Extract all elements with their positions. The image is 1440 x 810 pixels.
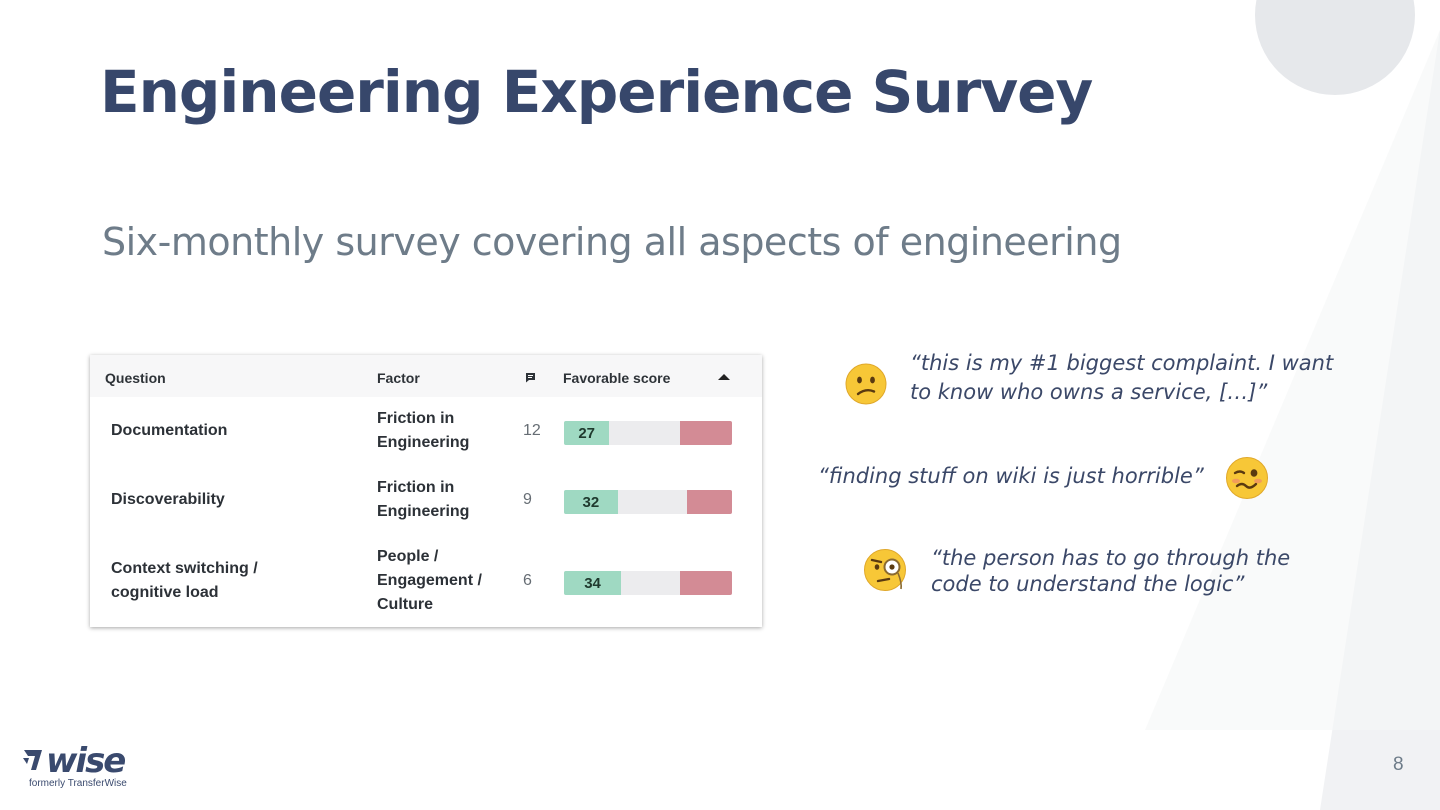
favorable-segment: 32 bbox=[564, 490, 618, 514]
woozy-face-icon bbox=[1226, 457, 1268, 499]
unfavorable-segment bbox=[679, 421, 732, 445]
score-bar[interactable]: 27 bbox=[564, 421, 732, 445]
table-row[interactable]: Discoverability Friction in Engineering … bbox=[90, 465, 762, 535]
sort-ascending-icon[interactable] bbox=[718, 374, 730, 380]
wise-flag-icon bbox=[23, 750, 42, 770]
column-header-factor[interactable]: Factor bbox=[377, 370, 420, 386]
face-with-monocle-icon bbox=[864, 549, 906, 591]
row-comment-count: 9 bbox=[523, 491, 532, 508]
unfavorable-segment bbox=[679, 571, 732, 595]
table-row[interactable]: Documentation Friction in Engineering 12… bbox=[90, 397, 762, 465]
row-comment-count: 6 bbox=[523, 572, 532, 589]
column-header-question[interactable]: Question bbox=[105, 370, 166, 386]
favorable-segment: 27 bbox=[564, 421, 610, 445]
row-factor: People / Engagement / Culture bbox=[377, 548, 482, 613]
row-question: Documentation bbox=[111, 422, 228, 439]
quote-wiki: “finding stuff on wiki is just horrible” bbox=[818, 464, 1204, 488]
column-header-favorable-score[interactable]: Favorable score bbox=[563, 370, 671, 386]
unfavorable-segment bbox=[686, 490, 732, 514]
row-question: Discoverability bbox=[111, 491, 225, 508]
row-factor: Friction in Engineering bbox=[377, 479, 470, 520]
page-number: 8 bbox=[1393, 754, 1404, 775]
confused-face-icon bbox=[845, 363, 887, 405]
score-bar[interactable]: 34 bbox=[564, 571, 732, 595]
logo-tagline: formerly TransferWise bbox=[29, 778, 127, 789]
table-header: Question Factor Favorable score bbox=[90, 355, 762, 397]
row-factor: Friction in Engineering bbox=[377, 410, 470, 451]
survey-results-table: Question Factor Favorable score Document… bbox=[90, 355, 762, 627]
row-comment-count: 12 bbox=[523, 422, 541, 439]
quote-code-logic: “the person has to go through the code t… bbox=[931, 546, 1291, 596]
comment-icon[interactable] bbox=[525, 372, 536, 383]
page-title: Engineering Experience Survey bbox=[100, 58, 1093, 126]
score-bar[interactable]: 32 bbox=[564, 490, 732, 514]
table-row[interactable]: Context switching / cognitive load Peopl… bbox=[90, 535, 762, 627]
logo-wordmark: wise bbox=[46, 741, 126, 781]
favorable-segment: 34 bbox=[564, 571, 622, 595]
row-question: Context switching / cognitive load bbox=[111, 560, 258, 601]
quote-ownership: “this is my #1 biggest complaint. I want… bbox=[910, 351, 1334, 404]
page-subtitle: Six-monthly survey covering all aspects … bbox=[102, 220, 1122, 264]
